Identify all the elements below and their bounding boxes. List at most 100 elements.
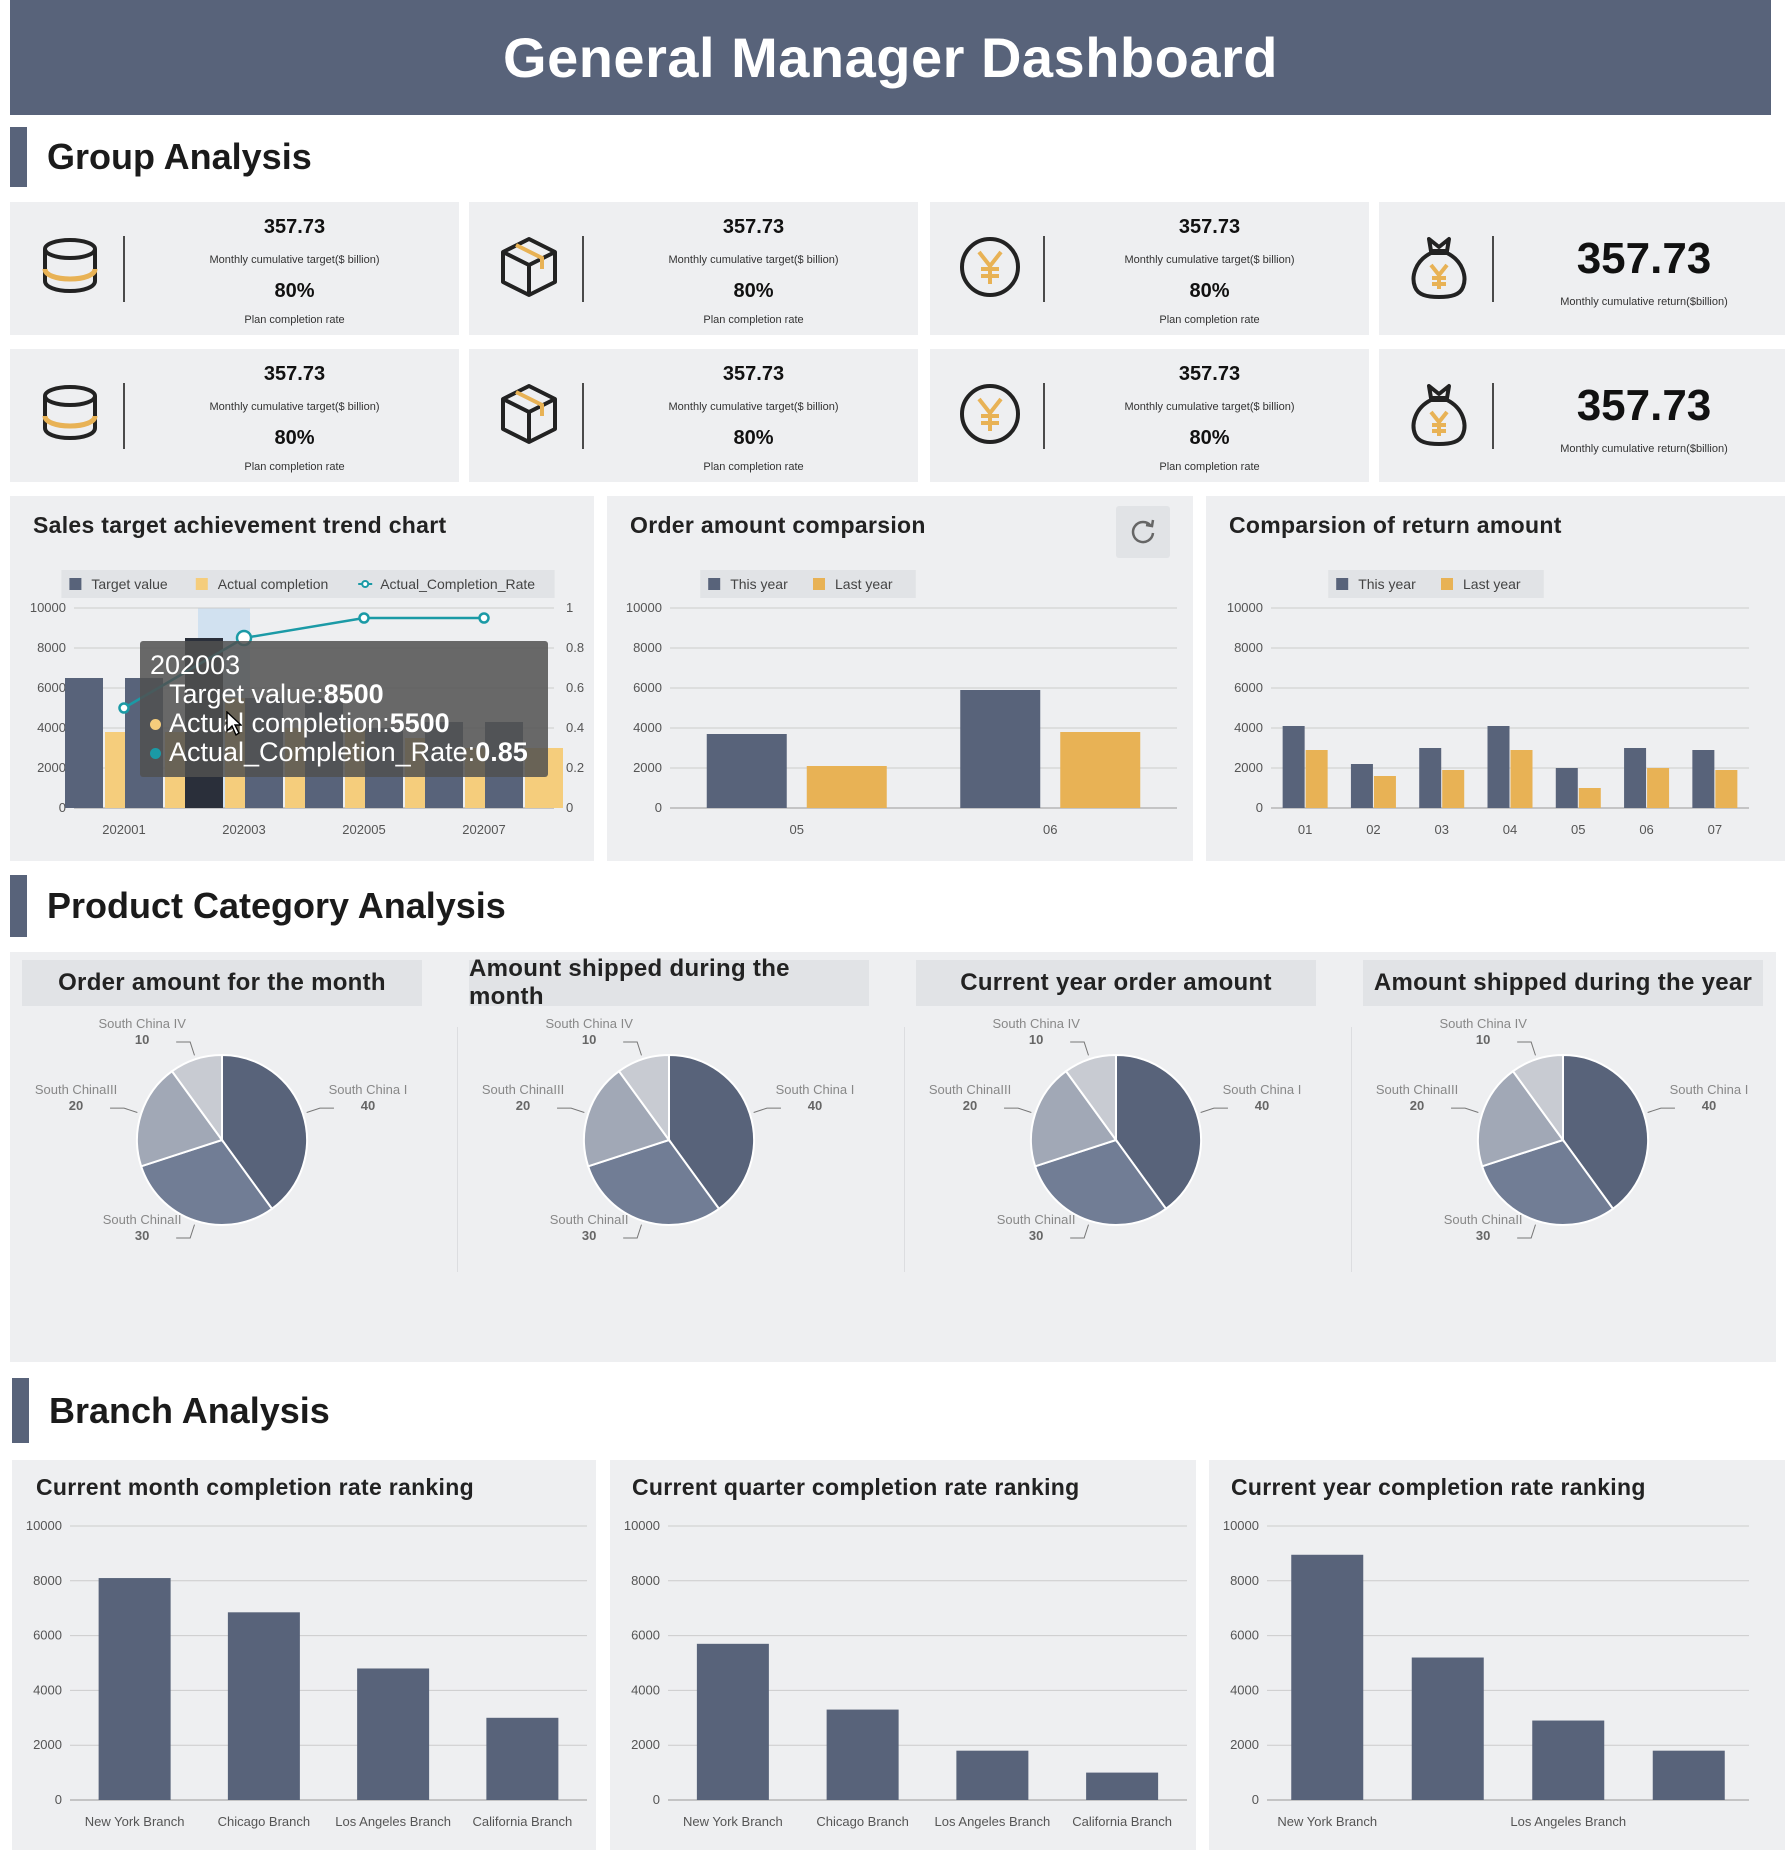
order-amount-chart[interactable]: This year Last year 0 2000 4000 6000 8000 10000… [607,496,1193,861]
y2-tick-label: 0.6 [566,680,584,695]
kpi-divider [123,383,125,449]
kpi-card: 357.73 Monthly cumulative target($ billio… [10,202,459,335]
rank-quarter-chart[interactable]: 0 2000 4000 6000 8000 10000 New York Branch Chi… [610,1460,1196,1850]
y-tick-label: 10000 [1223,1518,1259,1533]
pie-value: 10 [1029,1032,1043,1047]
kpi-rate-label: Plan completion rate [244,461,345,473]
pie-value: 40 [1702,1098,1716,1113]
return-amount-title: Comparsion of return amount [1229,512,1562,538]
kpi-card: 357.73 Monthly cumulative target($ billio… [469,349,918,482]
y-tick-label: 0 [1252,1792,1259,1807]
y-tick-label: 2000 [633,760,662,775]
y-tick-label: 10000 [30,600,66,615]
bar-completion-rate [98,1578,171,1800]
x-tick-label: 202005 [342,822,385,837]
x-tick-label: 06 [1043,822,1057,837]
legend-label: Target value [91,576,167,592]
kpi-card: 357.73 Monthly cumulative target($ billio… [10,349,459,482]
pie-slice [1511,1053,1564,1144]
rate-point [478,612,490,624]
y-tick-label: 8000 [1234,640,1263,655]
y-tick-label: 2000 [33,1737,62,1752]
kpi-value: 357.73 [722,363,785,385]
pie-label-line [623,1224,642,1239]
bar-last-year [1373,776,1396,808]
pie-label-line [176,1224,195,1239]
legend-label: This year [1358,576,1416,592]
legend-label: Actual completion [218,576,329,592]
bar-this-year [1350,764,1373,808]
y-tick-label: 4000 [1230,1682,1259,1697]
pie-slice [1115,1053,1202,1211]
y-tick-label: 0 [55,1792,62,1807]
pie-slice [668,1053,755,1211]
pie-slice [170,1053,223,1144]
y-tick-label: 6000 [33,1628,62,1643]
pie-chart-title: Amount shipped during the year [1363,960,1763,1006]
pie-label-line [1517,1224,1536,1239]
bar-completion-rate [826,1709,899,1800]
pie-value: 20 [69,1098,83,1113]
pie-label: South ChinaII [103,1212,182,1227]
x-tick-label: 202001 [102,822,145,837]
pie-value: 10 [1476,1032,1490,1047]
bar-target-value [65,678,103,808]
dashboard-header: General Manager Dashboard [10,0,1771,115]
x-tick-label: 05 [790,822,804,837]
bar-completion-rate [696,1643,769,1800]
rank-year-chart[interactable]: 0 2000 4000 6000 8000 10000 New York Branch Los… [1209,1460,1785,1850]
y-tick-label: 4000 [37,720,66,735]
bar-completion-rate [1291,1554,1364,1800]
kpi-rate: 80% [1189,280,1230,302]
x-tick-label: 202007 [462,822,505,837]
pie-value: 20 [963,1098,977,1113]
kpi-value: 357.73 [1178,363,1241,385]
legend-label: Last year [1463,576,1521,592]
divider [904,1027,905,1272]
rank-month-chart[interactable]: 0 2000 4000 6000 8000 10000 New York Branch Chi… [12,1460,596,1850]
x-tick-label: 01 [1298,822,1312,837]
order-amount-panel: Order amount comparsion This year Last ye… [607,496,1193,861]
legend-background [1328,570,1544,598]
rank-year-title: Current year completion rate ranking [1231,1474,1646,1500]
pie-label-line [306,1107,334,1113]
kpi-value: 357.73 [1178,216,1241,238]
pie-label-line [1517,1041,1536,1056]
tooltip-target-row: Target value:8500 [169,679,384,709]
bar-this-year [1487,726,1510,808]
chart-tooltip: 202003 Target value:8500 Actual completi… [140,641,548,777]
x-tick-label: California Branch [473,1814,573,1829]
pie-slice [1033,1138,1168,1226]
tooltip-rate-row: Actual_Completion_Rate:0.85 [150,738,538,767]
kpi-value-label: Monthly cumulative return($billion) [1560,443,1728,455]
box-icon [497,235,561,304]
pie-value: 30 [1476,1228,1490,1243]
kpi-value-label: Monthly cumulative target($ billion) [1124,254,1295,266]
return-amount-chart[interactable]: This year Last year 0 2000 4000 6000 8000 10000… [1206,496,1785,861]
y-tick-label: 0 [655,800,662,815]
bar-this-year [706,734,787,808]
y2-tick-label: 1 [566,600,573,615]
refresh-button[interactable] [1116,506,1170,558]
pie-slice [221,1053,308,1211]
y-tick-label: 4000 [1234,720,1263,735]
kpi-value-label: Monthly cumulative target($ billion) [209,254,380,266]
y-tick-label: 2000 [1230,1737,1259,1752]
section-group-analysis: Group Analysis [10,127,312,187]
kpi-divider [1492,236,1494,302]
kpi-value-label: Monthly cumulative target($ billion) [209,401,380,413]
x-tick-label: Los Angeles Branch [335,1814,451,1829]
y-tick-label: 6000 [633,680,662,695]
section-branch-analysis: Branch Analysis [12,1378,330,1443]
pie-chart-title: Amount shipped during the month [469,955,869,1010]
bar-this-year [1555,768,1578,808]
kpi-value: 357.73 [1576,234,1712,283]
section-product-analysis: Product Category Analysis [10,875,506,937]
page-title: General Manager Dashboard [503,26,1278,89]
rank-year-panel: Current year completion rate ranking 0 20… [1209,1460,1785,1850]
legend-background [61,570,555,598]
